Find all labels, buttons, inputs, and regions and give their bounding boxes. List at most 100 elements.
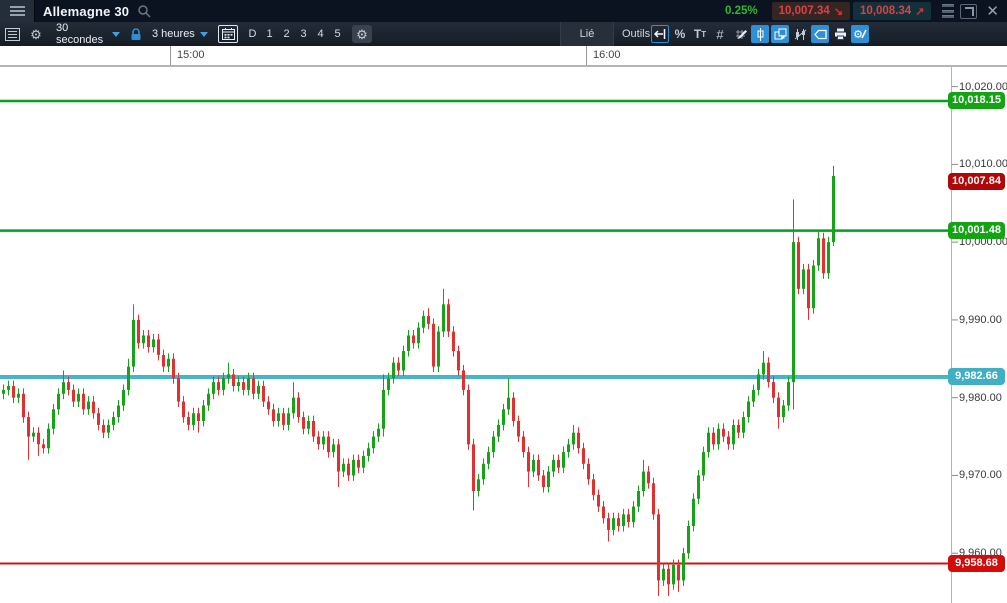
percent-tool-icon[interactable]: % (674, 27, 686, 41)
candle-body (822, 238, 825, 274)
candle-body (547, 471, 550, 488)
candle-body (567, 444, 570, 453)
candle-body (177, 378, 180, 402)
period-button-D[interactable]: D (248, 28, 257, 40)
current-price-badge[interactable]: 10,007.84 (948, 172, 1005, 190)
candle-body (207, 393, 210, 406)
level-green-badge[interactable]: 10,018.15 (948, 92, 1005, 110)
settings-gear-icon[interactable]: ⚙ (30, 26, 42, 42)
drag-grip-icon[interactable] (942, 4, 955, 18)
windows-layout-icon[interactable] (771, 25, 789, 43)
candle-body (832, 176, 835, 243)
candle-body (7, 386, 10, 390)
candle-body (227, 374, 230, 379)
period-button-4[interactable]: 4 (317, 28, 324, 40)
calendar-icon[interactable] (218, 25, 238, 43)
undo-icon[interactable] (651, 25, 669, 43)
time-label: 16:00 (593, 49, 621, 61)
candle-body (557, 459, 560, 468)
instrument-title: Allemagne 30 (43, 3, 130, 19)
candle-body (427, 316, 430, 324)
candle-body (232, 374, 235, 387)
link-button[interactable]: Lié (560, 22, 614, 46)
candle-body (812, 265, 815, 309)
candle-body (292, 397, 295, 414)
candle-body (817, 238, 820, 266)
candle-body (302, 417, 305, 429)
menu-icon[interactable] (0, 0, 35, 22)
candle-body (117, 405, 120, 418)
candle-body (242, 382, 245, 390)
period-button-1[interactable]: 1 (266, 28, 273, 40)
time-tick (586, 46, 587, 65)
candle-body (127, 366, 130, 390)
candle-body (92, 401, 95, 414)
tools-label: Outils (622, 28, 651, 40)
time-axis[interactable]: 15:00 16:00 (0, 46, 1007, 67)
candle-body (777, 397, 780, 418)
close-icon[interactable]: ✕ (986, 2, 999, 20)
level-green-badge[interactable]: 10,001.48 (948, 222, 1005, 240)
candle-body (612, 518, 615, 530)
indicators-icon[interactable] (791, 25, 809, 43)
candle-body (112, 417, 115, 425)
chevron-down-icon (112, 31, 120, 37)
sell-arrow-icon: ↘ (833, 5, 844, 18)
interval-dropdown[interactable]: 30 secondes (50, 22, 126, 46)
candle-body (382, 389, 385, 429)
candle-body (437, 331, 440, 367)
buy-price-button[interactable]: 10,008.34 ↗ (853, 2, 932, 20)
chart-preferences-icon[interactable]: ⚙ (851, 25, 869, 43)
time-tick (170, 46, 171, 65)
candle-body (657, 514, 660, 581)
print-icon[interactable] (831, 25, 849, 43)
period-button-2[interactable]: 2 (283, 28, 290, 40)
level-red-badge[interactable]: 9,958.68 (948, 554, 1005, 572)
price-tick-label: 10,010.00 (959, 158, 1007, 171)
candle-body (22, 393, 25, 418)
candle-body (337, 444, 340, 472)
price-tick-label: 10,020.00 (959, 80, 1007, 93)
candle-body (517, 421, 520, 437)
search-icon[interactable] (137, 4, 151, 18)
candle-body (762, 362, 765, 375)
candle-body (452, 331, 455, 352)
candle-body (152, 339, 155, 348)
sell-price-button[interactable]: 10,007.34 ↘ (771, 2, 851, 20)
candle-body (272, 409, 275, 422)
candle-body (317, 436, 320, 445)
draw-pencil-icon[interactable] (731, 25, 749, 43)
candle-body (222, 378, 225, 390)
range-dropdown[interactable]: 3 heures (146, 24, 214, 44)
candle-body (792, 242, 795, 383)
candle-body (497, 424, 500, 437)
candle-body (72, 389, 75, 402)
candle-body (77, 393, 80, 402)
candle-body (137, 319, 140, 344)
price-tick-label: 9,990.00 (959, 313, 1002, 326)
candle-body (662, 568, 665, 581)
level-teal-badge[interactable]: 9,982.66 (948, 368, 1005, 386)
expand-window-icon[interactable] (960, 3, 978, 19)
period-button-3[interactable]: 3 (300, 28, 307, 40)
grid-tool-icon[interactable]: # (716, 26, 724, 42)
candlestick-style-icon[interactable] (751, 25, 769, 43)
lock-icon[interactable] (126, 25, 146, 43)
candle-body (97, 413, 100, 425)
candlestick-chart[interactable] (0, 46, 1007, 603)
candle-body (607, 518, 610, 530)
candle-body (502, 409, 505, 425)
candle-body (412, 335, 415, 344)
candle-body (602, 506, 605, 519)
price-label-tag-icon[interactable] (811, 25, 829, 43)
chart-settings-gear-icon[interactable]: ⚙ (352, 25, 372, 43)
candle-body (467, 389, 470, 445)
news-list-icon[interactable] (2, 25, 22, 43)
period-button-5[interactable]: 5 (334, 28, 341, 40)
candle-body (162, 354, 165, 367)
